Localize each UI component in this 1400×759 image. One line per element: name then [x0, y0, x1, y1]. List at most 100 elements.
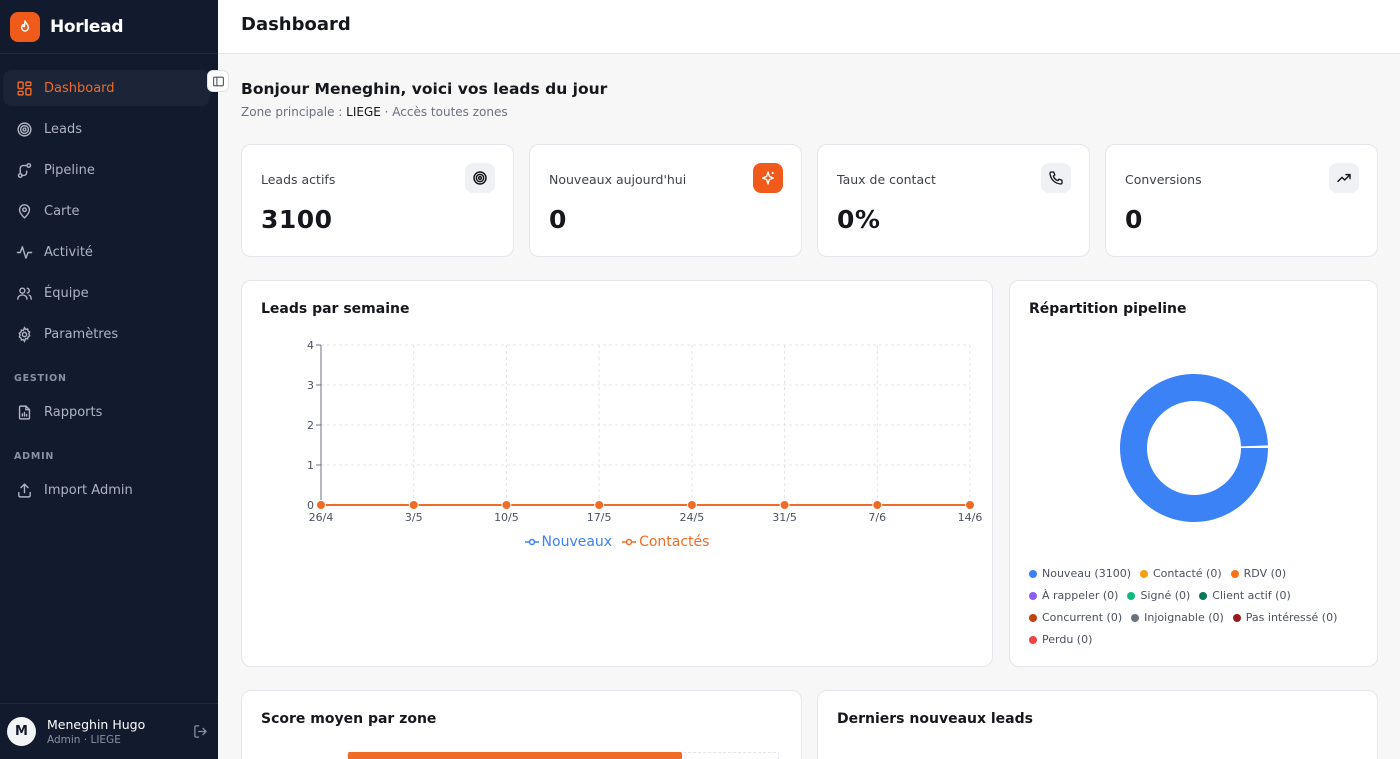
upload-icon	[15, 481, 33, 499]
sidebar-item-label: Dashboard	[44, 80, 115, 96]
legend-dot	[1029, 569, 1037, 578]
map-pin-icon	[15, 202, 33, 220]
legend-item[interactable]: Concurrent (0)	[1029, 611, 1122, 624]
x-tick-label: 3/5	[405, 511, 423, 524]
weekly-leads-chart: 0 1 2 3 4 26/4 3/5 10/5 17/5 24/5 31/5 7/6 14/6	[307, 339, 983, 524]
data-point	[501, 500, 512, 510]
avatar: M	[7, 717, 36, 746]
legend-dot	[1232, 613, 1241, 622]
legend-dot	[1127, 591, 1136, 600]
app-name: Horlead	[50, 16, 124, 37]
latest-leads-card: Derniers nouveaux leads	[817, 690, 1378, 759]
target-icon	[15, 120, 33, 138]
sidebar-collapse-button[interactable]	[207, 70, 229, 92]
card-title: Score moyen par zone	[261, 711, 437, 727]
legend-contactes[interactable]: Contactés	[622, 534, 709, 550]
legend-nouveaux[interactable]: Nouveaux	[524, 534, 613, 550]
trend-up-icon	[1329, 163, 1359, 193]
stat-label: Nouveaux aujourd'hui	[549, 172, 687, 187]
legend-label: Injoignable (0)	[1144, 611, 1224, 624]
x-tick-label: 26/4	[309, 511, 334, 524]
data-point	[408, 500, 419, 510]
card-title: Leads par semaine	[261, 301, 410, 317]
topbar: Dashboard	[218, 0, 1400, 54]
sidebar-item-label: Équipe	[44, 285, 89, 301]
card-title: Derniers nouveaux leads	[837, 711, 1033, 727]
user-profile[interactable]: M Meneghin Hugo Admin · LIEGE	[0, 703, 218, 759]
sidebar-item-import-admin[interactable]: Import Admin	[3, 472, 210, 508]
user-info: Meneghin Hugo Admin · LIEGE	[47, 717, 145, 746]
y-tick-label: 3	[307, 379, 314, 392]
zone-suffix: · Accès toutes zones	[380, 105, 508, 119]
x-tick-label: 17/5	[587, 511, 612, 524]
legend-item[interactable]: Signé (0)	[1127, 589, 1190, 602]
stat-card-conversions: Conversions 0	[1105, 144, 1378, 257]
grid-icon	[15, 79, 33, 97]
sidebar-item-parametres[interactable]: Paramètres	[3, 316, 210, 352]
sidebar-item-leads[interactable]: Leads	[3, 111, 210, 147]
x-tick-label: 14/6	[958, 511, 983, 524]
legend-label: Concurrent (0)	[1042, 611, 1123, 624]
activity-icon	[15, 243, 33, 261]
legend-label: Pas intéressé (0)	[1245, 611, 1338, 624]
legend-label: Client actif (0)	[1212, 589, 1291, 602]
user-role: Admin · LIEGE	[47, 734, 121, 746]
zone-prefix: Zone principale :	[241, 105, 347, 119]
legend-item[interactable]: Nouveau (3100)	[1029, 567, 1131, 580]
legend-item[interactable]: Contacté (0)	[1140, 567, 1222, 580]
target-icon	[465, 163, 495, 193]
sidebar-item-label: Carte	[44, 203, 80, 219]
legend-item[interactable]: RDV (0)	[1230, 567, 1286, 580]
data-point	[872, 500, 883, 510]
legend-line-icon	[622, 538, 637, 546]
legend-label: Nouveaux	[541, 534, 613, 550]
stat-label: Leads actifs	[261, 172, 336, 187]
sidebar-item-pipeline[interactable]: Pipeline	[3, 152, 210, 188]
zone-info: Zone principale : LIEGE · Accès toutes z…	[241, 105, 508, 119]
data-point	[594, 500, 605, 510]
legend-dot	[1029, 591, 1037, 600]
chart-legend: Nouveaux Contactés	[242, 534, 992, 550]
sidebar-item-equipe[interactable]: Équipe	[3, 275, 210, 311]
data-point	[316, 500, 326, 510]
page-title: Dashboard	[241, 14, 351, 35]
route-icon	[15, 161, 33, 179]
pie-slice-0	[1120, 374, 1268, 522]
sidebar-item-rapports[interactable]: Rapports	[3, 394, 210, 430]
score-zone-card: Score moyen par zone	[241, 690, 802, 759]
section-gestion: GESTION	[14, 373, 67, 384]
stat-card-taux-contact: Taux de contact 0%	[817, 144, 1090, 257]
legend-row: Nouveau (3100) Contacté (0) RDV (0)	[1029, 567, 1286, 580]
section-admin: ADMIN	[14, 451, 55, 462]
y-tick-label: 2	[307, 419, 314, 432]
legend-item[interactable]: Pas intéressé (0)	[1232, 611, 1338, 624]
legend-item[interactable]: À rappeler (0)	[1029, 589, 1118, 602]
data-point	[779, 500, 790, 510]
sidebar-item-label: Rapports	[44, 404, 103, 420]
sidebar-item-dashboard[interactable]: Dashboard	[3, 70, 210, 106]
sidebar-item-label: Leads	[44, 121, 83, 137]
legend-label: Nouveau (3100)	[1042, 567, 1131, 580]
sidebar-item-carte[interactable]: Carte	[3, 193, 210, 229]
x-tick-label: 10/5	[494, 511, 519, 524]
legend-dot	[1140, 569, 1148, 578]
gear-icon	[15, 325, 33, 343]
pipeline-donut-chart	[1120, 374, 1268, 522]
score-bar[interactable]	[348, 752, 682, 759]
legend-item[interactable]: Perdu (0)	[1029, 633, 1092, 646]
legend-item[interactable]: Client actif (0)	[1199, 589, 1291, 602]
legend-label: Signé (0)	[1140, 589, 1191, 602]
users-icon	[15, 284, 33, 302]
x-tick-label: 31/5	[772, 511, 797, 524]
sidebar-item-activite[interactable]: Activité	[3, 234, 210, 270]
legend-item[interactable]: Injoignable (0)	[1131, 611, 1224, 624]
card-title: Répartition pipeline	[1029, 301, 1187, 317]
brand[interactable]: Horlead	[0, 0, 218, 54]
y-tick-label: 4	[307, 339, 314, 352]
logout-icon[interactable]	[193, 724, 208, 743]
legend-dot	[1199, 591, 1208, 600]
legend-label: Contactés	[639, 534, 710, 550]
phone-icon	[1041, 163, 1071, 193]
stat-value: 0	[1125, 205, 1143, 234]
stat-card-leads-actifs: Leads actifs 3100	[241, 144, 514, 257]
